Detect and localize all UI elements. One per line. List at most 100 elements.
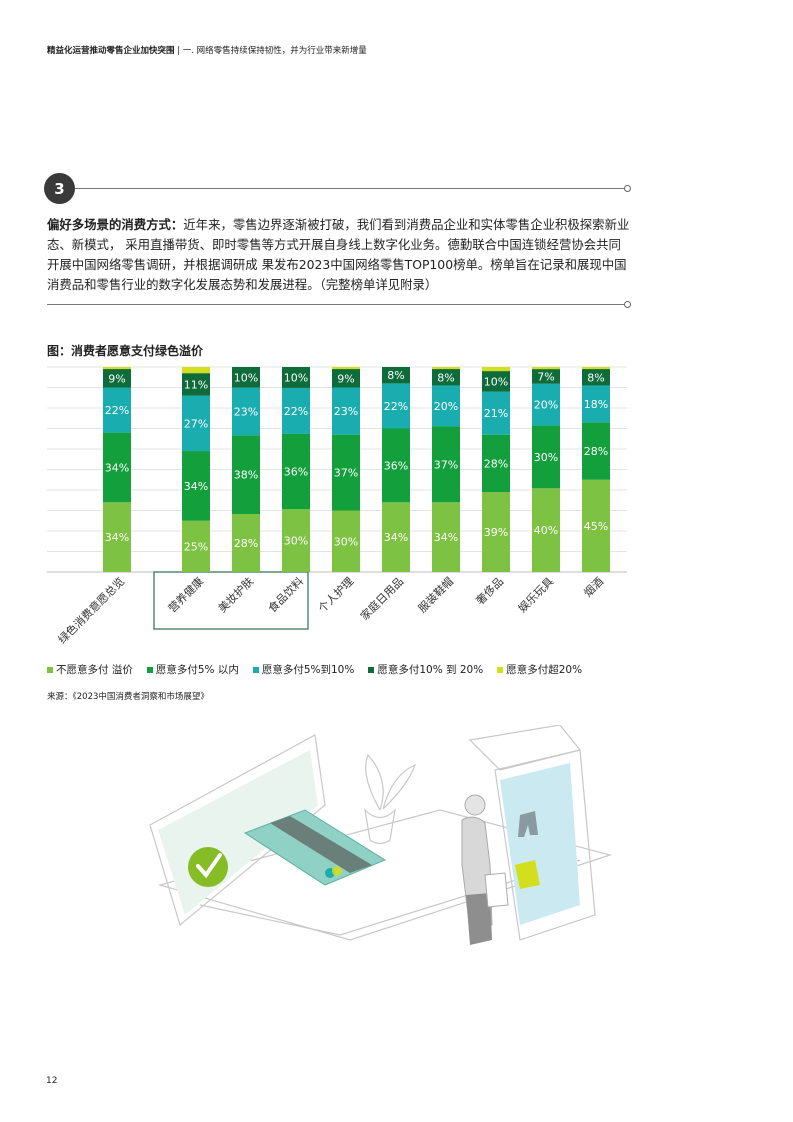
- legend-label: 愿意多付10% 到 20%: [377, 664, 484, 676]
- bar-segment: [532, 488, 560, 572]
- legend-label: 愿意多付超20%: [506, 664, 583, 676]
- bar-segment: [232, 367, 260, 388]
- source-note: 来源：《2023中国消费者洞察和市场展望》: [47, 692, 209, 702]
- bar-segment: [182, 451, 210, 521]
- category-label: 食品饮料: [265, 574, 306, 615]
- data-label: 34%: [184, 480, 208, 493]
- bar-segment: [382, 428, 410, 503]
- data-label: 39%: [484, 526, 508, 539]
- data-label: 10%: [234, 371, 258, 384]
- legend-swatch: [497, 666, 504, 673]
- data-label: 34%: [434, 531, 458, 544]
- data-label: 20%: [434, 400, 458, 413]
- legend-item: 不愿意多付 溢价: [47, 662, 133, 677]
- legend-item: 愿意多付5% 以内: [146, 662, 239, 677]
- category-label: 奢侈品: [473, 574, 506, 607]
- bar-segment: [103, 367, 131, 370]
- bar-segment: [432, 385, 460, 427]
- legend-swatch: [146, 666, 153, 673]
- category-label: 服装鞋帽: [415, 574, 456, 615]
- bar-segment: [103, 432, 131, 503]
- data-label: 10%: [284, 371, 308, 384]
- legend-item: 愿意多付超20%: [497, 662, 582, 677]
- section-divider-dot-bottom: [624, 301, 631, 308]
- category-label: 娱乐玩具: [515, 574, 556, 615]
- bar-segment: [532, 369, 560, 384]
- section-divider-bottom: [47, 304, 627, 305]
- data-label: 23%: [334, 405, 358, 418]
- data-label: 8%: [387, 369, 404, 382]
- legend-swatch: [47, 666, 53, 673]
- data-label: 22%: [384, 400, 408, 413]
- data-label: 36%: [384, 459, 408, 472]
- data-label: 28%: [484, 457, 508, 470]
- header-title: 精益化运营推动零售企业加快突围: [47, 46, 175, 56]
- credit-card-icon: [243, 809, 387, 886]
- bar-segment: [103, 387, 131, 433]
- bar-segment: [282, 433, 310, 510]
- data-label: 30%: [334, 535, 358, 548]
- bar-segment: [532, 367, 560, 370]
- data-label: 30%: [284, 535, 308, 548]
- data-label: 10%: [484, 375, 508, 388]
- data-label: 30%: [534, 451, 558, 464]
- category-label: 营养健康: [165, 574, 206, 615]
- data-label: 37%: [434, 458, 458, 471]
- data-label: 9%: [108, 372, 125, 385]
- clothing-panel: [500, 763, 580, 925]
- data-label: 34%: [105, 461, 129, 474]
- data-label: 34%: [105, 531, 129, 544]
- data-label: 22%: [284, 405, 308, 418]
- section-divider-top: [60, 188, 627, 189]
- data-label: 27%: [184, 417, 208, 430]
- shop-panel: [494, 749, 596, 941]
- data-label: 45%: [584, 520, 608, 533]
- category-label: 家庭日用品: [357, 574, 406, 623]
- data-label: 18%: [584, 398, 608, 411]
- page-number: 12: [46, 1076, 58, 1086]
- data-label: 25%: [184, 540, 208, 553]
- category-label: 个人护理: [315, 574, 356, 615]
- bar-segment: [482, 371, 510, 392]
- bar-segment: [332, 367, 360, 370]
- category-label: 烟酒: [581, 574, 606, 599]
- laptop-base: [157, 809, 613, 941]
- bar-segment: [582, 385, 610, 423]
- legend-item: 愿意多付5%到10%: [252, 662, 355, 677]
- data-label: 37%: [334, 467, 358, 480]
- bar-segment: [332, 510, 360, 572]
- data-label: 36%: [284, 466, 308, 479]
- data-label: 23%: [234, 406, 258, 419]
- data-label: 28%: [234, 537, 258, 550]
- legend-label: 愿意多付5%到10%: [261, 664, 355, 676]
- bar-segment: [432, 367, 460, 370]
- bar-segment: [182, 520, 210, 572]
- bar-segment: [282, 387, 310, 434]
- stacked-bar-chart: 34% 34% 22% 9% 绿色消费意愿总览 25% 34% 27% 11% 营养健康 28% 38…: [47, 366, 627, 646]
- data-label: 8%: [437, 371, 454, 384]
- bar-segment: [332, 369, 360, 388]
- bar-segment: [382, 367, 410, 384]
- highlight-box: [153, 571, 309, 630]
- data-label: 21%: [484, 407, 508, 420]
- check-icon: [188, 847, 228, 887]
- bar-segment: [532, 383, 560, 426]
- section-lead: 偏好多场景的消费方式：: [47, 217, 184, 232]
- bar-segment: [103, 502, 131, 572]
- bar-segment: [382, 383, 410, 429]
- bar-segment: [382, 502, 410, 572]
- bar-segment: [432, 369, 460, 386]
- bar-segment: [282, 367, 310, 388]
- section-intro: 偏好多场景的消费方式：近年来，零售边界逐渐被打破，我们看到消费品企业和实体零售企…: [47, 215, 632, 295]
- bar-segment: [582, 367, 610, 370]
- running-header: 精益化运营推动零售企业加快突围 | 一. 网络零售持续保持韧性，并为行业带来新增…: [47, 44, 367, 56]
- laptop-screen: [149, 734, 326, 927]
- data-label: 38%: [234, 469, 258, 482]
- legend-item: 愿意多付10% 到 20%: [368, 662, 483, 677]
- bar-segment: [182, 373, 210, 396]
- figure-title: 图：消费者愿意支付绿色溢价: [47, 344, 204, 358]
- chart-legend: 不愿意多付 溢价 愿意多付5% 以内 愿意多付5%到10% 愿意多付10% 到 20%…: [47, 662, 582, 677]
- bar-segment: [532, 425, 560, 489]
- data-label: 7%: [537, 370, 554, 383]
- header-subtitle: | 一. 网络零售持续保持韧性，并为行业带来新增量: [174, 46, 367, 56]
